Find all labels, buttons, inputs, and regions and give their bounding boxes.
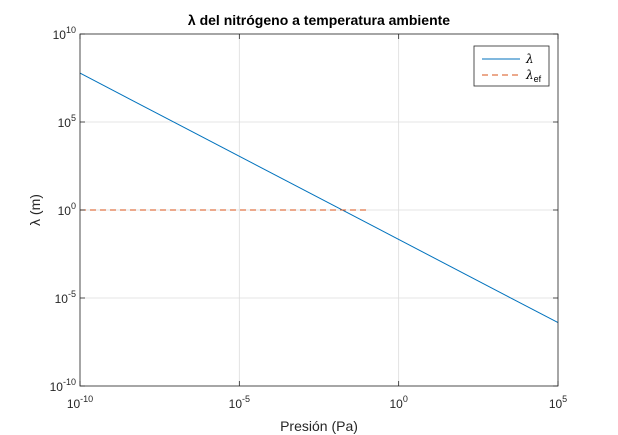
- x-tick-label-base: 10: [549, 397, 563, 411]
- y-axis-label: λ (m): [27, 194, 43, 226]
- x-tick-labels: 10-10 10-5 100 105: [67, 394, 567, 411]
- legend-label-lambda: λ: [525, 52, 534, 66]
- x-tick-label: 105: [549, 394, 567, 411]
- y-tick-label-exponent: -5: [68, 289, 76, 299]
- series-layer: [79, 72, 559, 324]
- y-tick-label-exponent: 5: [71, 113, 76, 123]
- x-tick-label: 10-5: [229, 394, 250, 411]
- x-axis-label: Presión (Pa): [280, 418, 358, 434]
- x-tick-label-exponent: -5: [242, 394, 250, 404]
- y-tick-label-base: 10: [53, 28, 67, 42]
- y-tick-label: 1010: [53, 25, 76, 42]
- legend-label-lambda-ef-main: λ: [525, 68, 534, 82]
- legend-box: [473, 45, 550, 87]
- y-tick-label: 100: [58, 201, 76, 218]
- series-line-lambda: [79, 72, 559, 324]
- y-tick-label-base: 10: [58, 116, 72, 130]
- x-tick-label: 100: [389, 394, 407, 411]
- y-tick-label-exponent: 10: [66, 25, 76, 35]
- y-tick-label: 10-5: [55, 289, 76, 306]
- x-tick-label: 10-10: [67, 394, 93, 411]
- x-tick-label-base: 10: [67, 397, 81, 411]
- y-tick-label-base: 10: [50, 380, 64, 394]
- y-tick-label: 105: [58, 113, 76, 130]
- y-tick-label-base: 10: [58, 204, 72, 218]
- x-tick-label-base: 10: [229, 397, 243, 411]
- y-tick-label-exponent: -10: [63, 377, 76, 387]
- x-tick-label-base: 10: [389, 397, 403, 411]
- tick-marks: [79, 33, 559, 387]
- y-tick-label: 10-10: [50, 377, 76, 394]
- x-tick-label-exponent: 5: [562, 394, 567, 404]
- x-tick-label-exponent: 0: [403, 394, 408, 404]
- chart-title: λ del nitrógeno a temperatura ambiente: [188, 12, 450, 28]
- x-tick-label-exponent: -10: [80, 394, 93, 404]
- y-tick-label-base: 10: [55, 292, 69, 306]
- legend-label-lambda-ef: λef: [525, 68, 542, 84]
- y-tick-label-exponent: 0: [71, 201, 76, 211]
- legend: λ λef: [473, 45, 550, 87]
- legend-label-lambda-ef-sub: ef: [534, 74, 542, 84]
